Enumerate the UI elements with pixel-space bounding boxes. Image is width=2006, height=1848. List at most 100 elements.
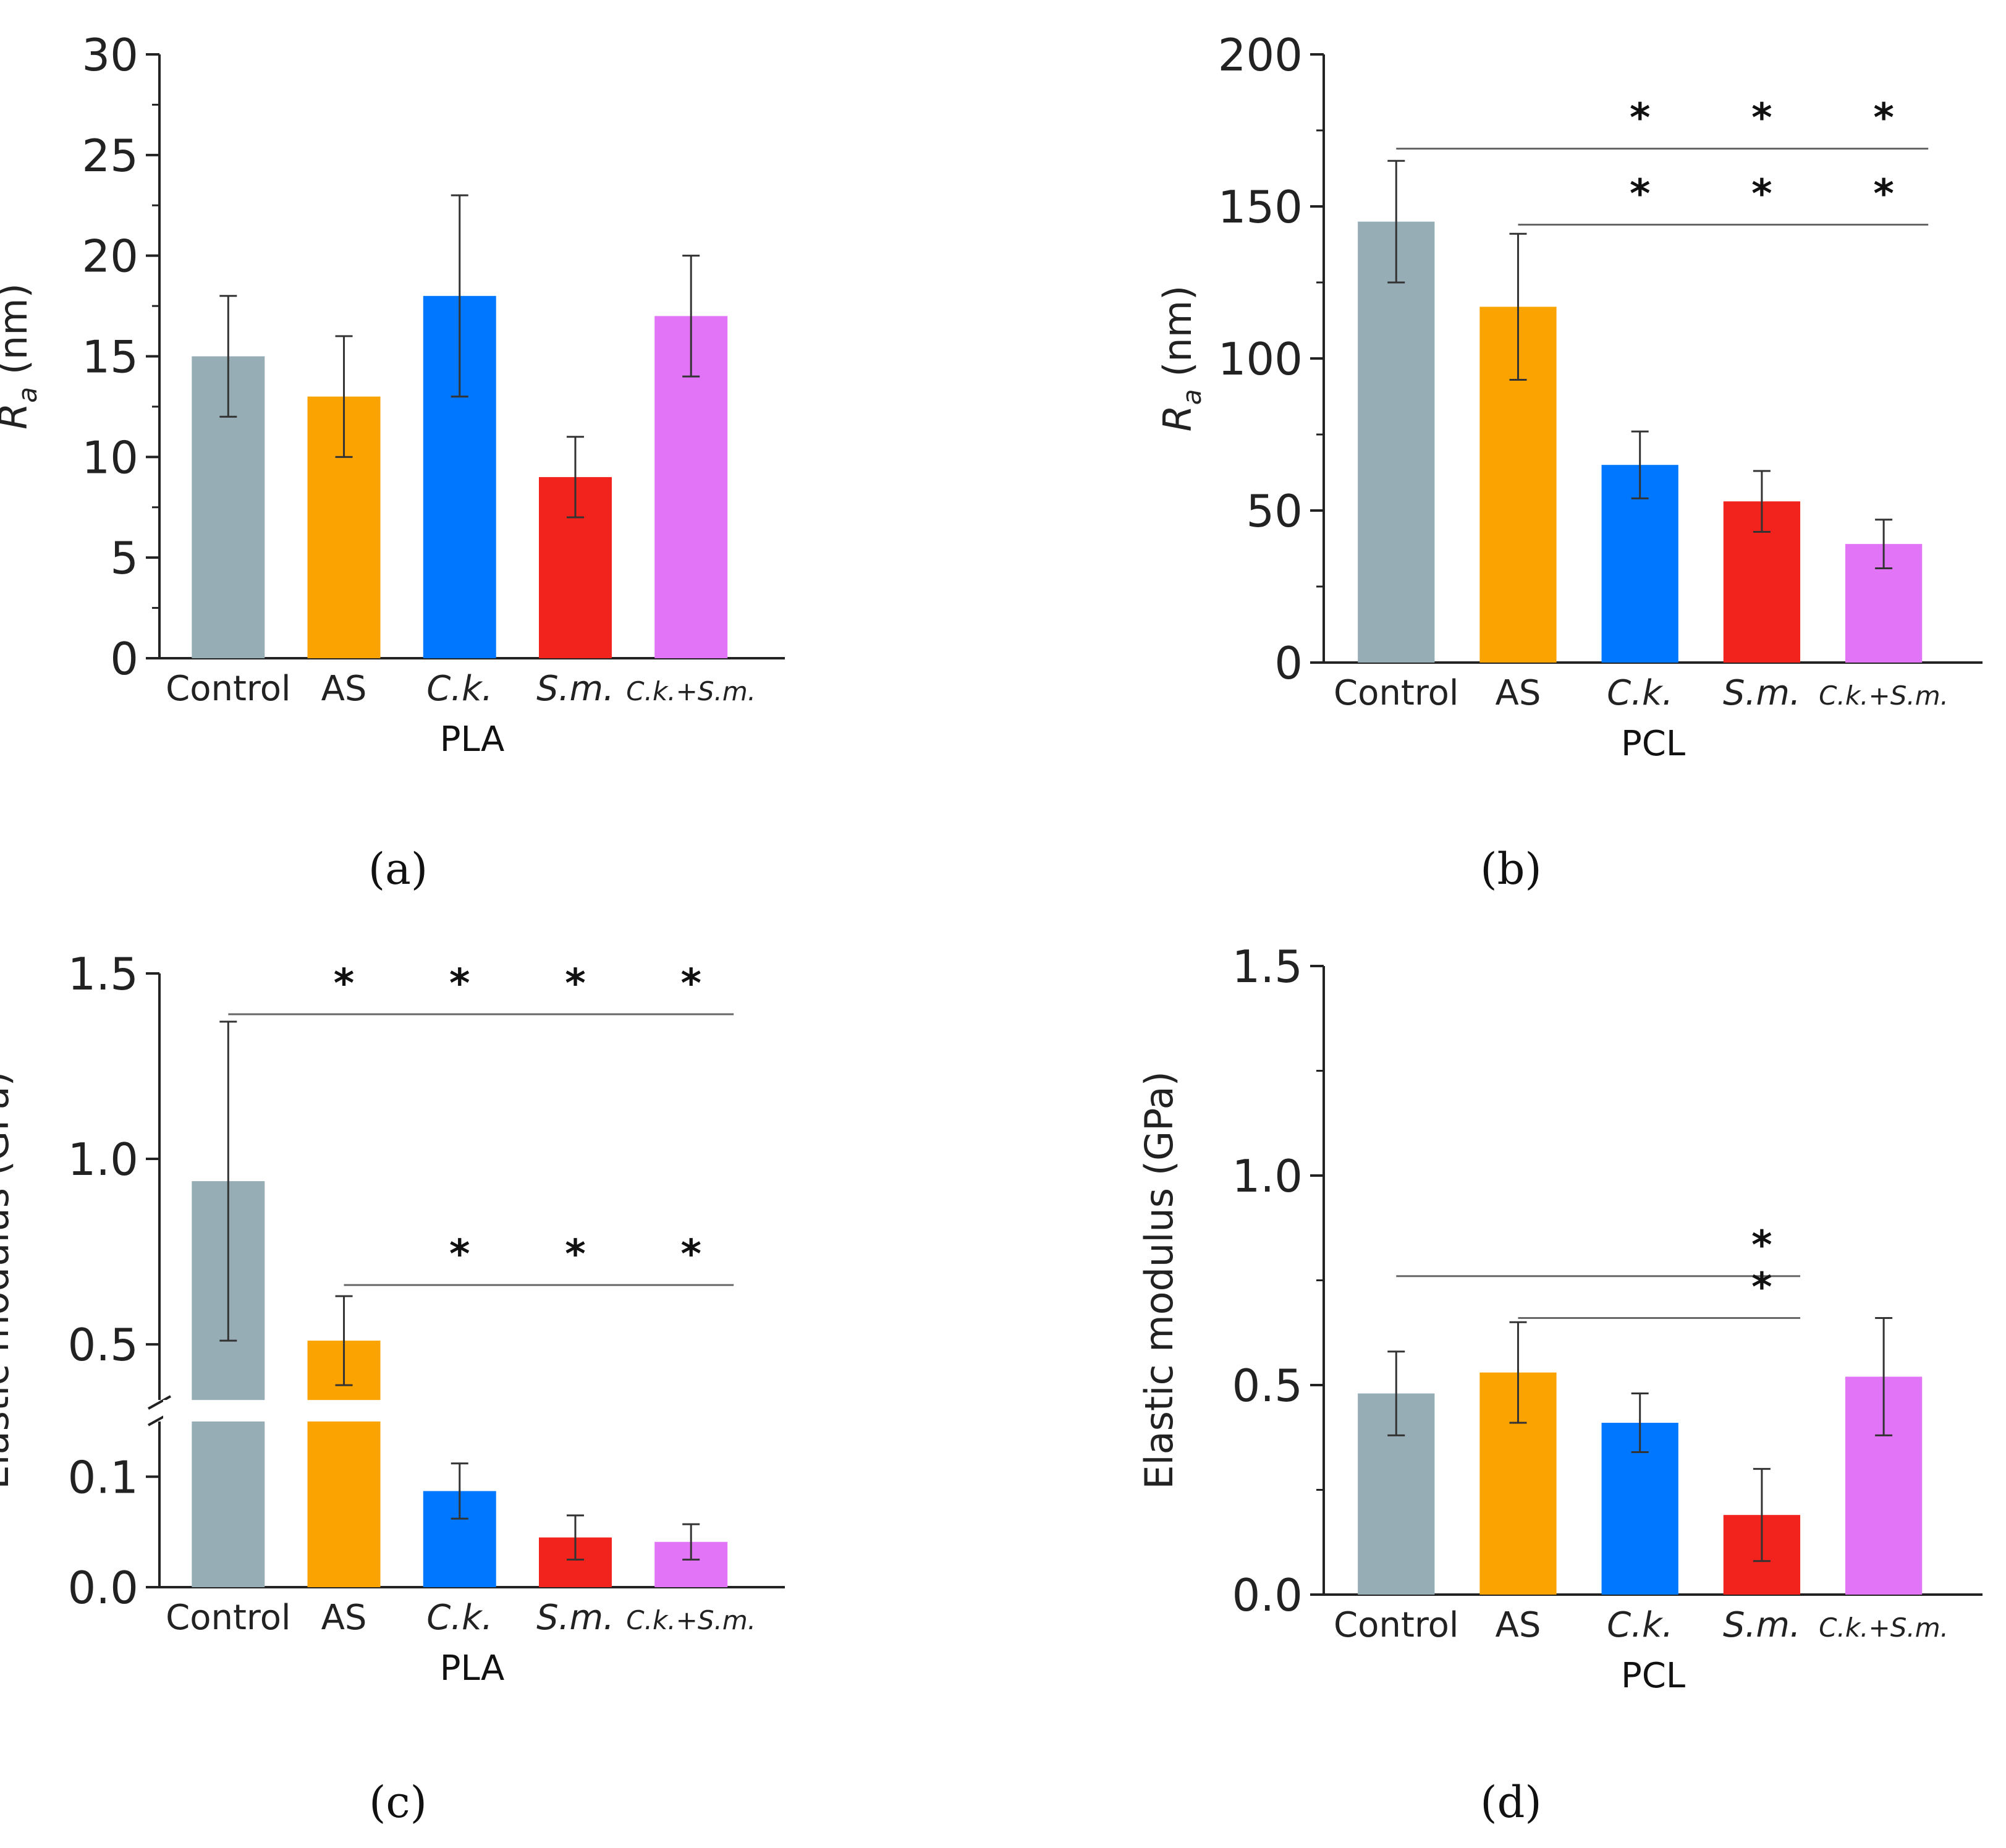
error-bar <box>335 1295 353 1386</box>
y-tick-label: 0.0 <box>1232 1569 1303 1621</box>
significance-line-0: * * * * <box>228 961 734 1015</box>
x-category-label: S.m. <box>536 669 614 709</box>
x-category-label: S.m. <box>536 1598 614 1638</box>
error-bar <box>1875 519 1893 569</box>
y-tick-label: 30 <box>82 29 138 81</box>
significance-star: * <box>1630 96 1650 142</box>
x-axis-title: PLA <box>440 719 505 760</box>
error-bar <box>682 255 700 378</box>
x-category-label: AS <box>1496 1605 1541 1645</box>
error-bar <box>1509 1321 1527 1424</box>
error-bar <box>1875 1317 1893 1436</box>
y-tick-label: 1.0 <box>1232 1150 1303 1202</box>
significance-star: * <box>1873 172 1894 218</box>
x-axis-title: PCL <box>1621 724 1685 764</box>
error-bar <box>1753 1468 1771 1562</box>
error-bar <box>1387 1350 1405 1436</box>
x-category-label: AS <box>321 669 367 709</box>
panel-b: 0 50 100 150 200 Ra (nm) Control AS C.k. S.m. C.k.… <box>1155 29 1983 894</box>
y-tick-label: 10 <box>82 431 138 483</box>
significance-line-1: * * * <box>344 1232 734 1286</box>
panel-label: (b) <box>1480 844 1541 894</box>
y-axis-title-unit: (nm) <box>0 283 36 387</box>
y-tick-label: 5 <box>110 532 138 584</box>
x-category-label: C.k.+S.m. <box>626 1605 756 1635</box>
significance-line-1: * * * <box>1518 172 1929 226</box>
significance-star: * <box>1630 172 1650 218</box>
panel-c: 0.0 0.1 0.5 1.0 1.5 Elastic modulus (GPa) Cont… <box>0 948 789 1828</box>
y-tick-label: 0.0 <box>67 1562 138 1614</box>
y-tick-label: 50 <box>1246 485 1303 537</box>
y-tick-label: 15 <box>82 331 138 383</box>
x-category-label: Control <box>1334 1605 1458 1645</box>
y-axis-title-subscript: a <box>12 387 43 403</box>
error-bar <box>566 1514 584 1561</box>
y-axis-title-subscript: a <box>1177 389 1207 405</box>
error-bar <box>1753 470 1771 533</box>
x-category-label: S.m. <box>1723 1605 1801 1645</box>
y-tick-label: 200 <box>1218 29 1303 81</box>
panel-label: (c) <box>369 1777 427 1828</box>
y-tick-label: 25 <box>82 130 138 182</box>
error-bar <box>219 1020 237 1342</box>
significance-star: * <box>449 1232 470 1278</box>
significance-star: * <box>1873 96 1894 142</box>
y-axis-title-symbol: R <box>1155 405 1200 431</box>
x-axis-title: PLA <box>440 1648 505 1689</box>
panel-label: (a) <box>368 844 428 894</box>
significance-star: * <box>565 1232 585 1278</box>
significance-star: * <box>1751 96 1772 142</box>
significance-star: * <box>680 1232 701 1278</box>
y-tick-label: 150 <box>1218 181 1303 233</box>
error-bar <box>451 1462 468 1520</box>
significance-star: * <box>449 961 470 1007</box>
y-tick-label: 0 <box>1274 637 1303 689</box>
error-bar <box>566 436 584 519</box>
y-tick-label: 100 <box>1218 333 1303 385</box>
significance-line-1: * <box>1518 1265 1801 1320</box>
x-category-label: Control <box>166 669 290 709</box>
significance-star: * <box>1751 1223 1772 1269</box>
y-tick-label: 0.5 <box>1232 1360 1303 1412</box>
significance-star: * <box>1751 172 1772 218</box>
error-bar <box>1387 159 1405 284</box>
significance-star: * <box>334 961 354 1007</box>
x-category-label: C.k. <box>1607 1605 1673 1645</box>
x-category-label: C.k. <box>426 1598 493 1638</box>
error-bar <box>1631 430 1649 499</box>
x-axis-title: PCL <box>1621 1656 1685 1696</box>
y-axis-title-symbol: R <box>0 403 36 430</box>
y-tick-label: 1.0 <box>67 1134 138 1185</box>
x-category-label: Control <box>166 1598 290 1638</box>
significance-star: * <box>565 961 585 1007</box>
x-category-label: C.k.+S.m. <box>626 676 756 706</box>
y-tick-label: 1.5 <box>67 948 138 1000</box>
y-axis-title: Elastic modulus (GPa) <box>1136 1071 1182 1490</box>
y-axis-title: Elastic modulus (GPa) <box>0 1071 17 1490</box>
significance-star: * <box>680 961 701 1007</box>
x-category-label: AS <box>321 1598 367 1638</box>
y-axis-title: Ra (nm) <box>0 283 43 430</box>
y-axis-title: Ra (nm) <box>1155 286 1207 432</box>
significance-star: * <box>1751 1265 1772 1311</box>
significance-line-0: * * * <box>1396 96 1929 150</box>
x-category-label: C.k. <box>1607 673 1673 713</box>
x-category-label: C.k. <box>426 669 493 709</box>
x-category-label: S.m. <box>1723 673 1801 713</box>
x-category-label: Control <box>1334 673 1458 713</box>
bar-control <box>1358 221 1435 663</box>
error-bar <box>1631 1392 1649 1453</box>
y-tick-label: 0.1 <box>67 1451 138 1503</box>
x-category-label: C.k.+S.m. <box>1819 680 1949 711</box>
panel-a: 0 5 10 15 20 25 30 Ra (nm) Control AS C.k. S.m. C.k.… <box>0 29 785 894</box>
significance-line-0: * <box>1396 1223 1801 1278</box>
panel-d: 0.0 0.5 1.0 1.5 Elastic modulus (GPa) Control… <box>1136 941 1983 1828</box>
y-tick-label: 0 <box>110 633 138 685</box>
x-category-label: C.k.+S.m. <box>1819 1613 1949 1643</box>
error-bar <box>1509 232 1527 381</box>
axis-break-slash-1 <box>148 1395 171 1410</box>
error-bar <box>219 295 237 418</box>
x-category-label: AS <box>1496 673 1541 713</box>
panel-label: (d) <box>1480 1777 1541 1828</box>
error-bar <box>335 335 353 458</box>
